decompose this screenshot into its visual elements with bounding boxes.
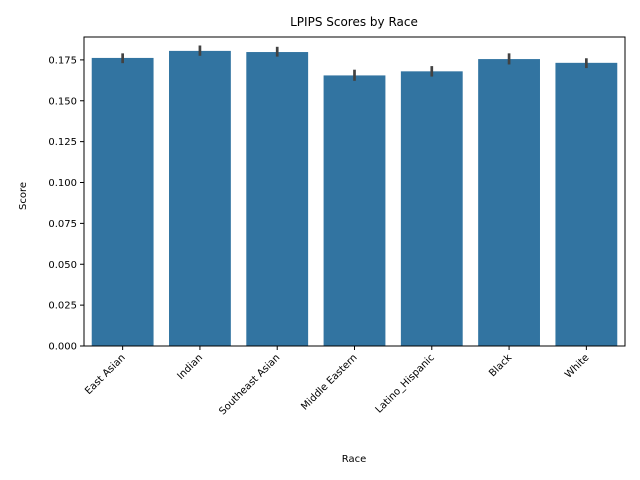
x-tick-label: East Asian — [83, 352, 128, 397]
bar-east-asian — [91, 57, 154, 347]
bar-middle-eastern — [323, 75, 386, 347]
bars-layer — [91, 50, 618, 347]
y-tick-label: 0.150 — [48, 96, 77, 107]
bar-indian — [169, 50, 231, 347]
x-tick-label: Indian — [175, 352, 205, 382]
x-tick-label: Latino_Hispanic — [374, 352, 437, 415]
y-tick-label: 0.100 — [48, 178, 77, 189]
y-tick-label: 0.025 — [48, 301, 77, 312]
bar-white — [555, 62, 618, 346]
x-tick-label: Black — [487, 352, 514, 379]
bar-southeast-asian — [246, 52, 309, 347]
x-tick-label: White — [563, 352, 591, 380]
x-tick-label: Middle Eastern — [299, 352, 359, 412]
x-tick-label: Southeast Asian — [217, 352, 282, 417]
bar-latino-hispanic — [400, 71, 463, 346]
y-axis-label: Score — [18, 182, 29, 210]
y-tick-label: 0.000 — [48, 342, 77, 353]
error-bars-layer — [121, 45, 588, 81]
x-axis: East Asian Indian Southeast Asian Middle Ea… — [83, 346, 591, 417]
y-tick-label: 0.075 — [48, 219, 77, 230]
plot-frame — [83, 36, 626, 347]
y-tick-label: 0.050 — [48, 260, 77, 271]
chart-title: LPIPS Scores by Race — [290, 15, 418, 29]
x-axis-label: Race — [342, 454, 367, 465]
bar-black — [478, 59, 540, 346]
y-tick-label: 0.175 — [48, 55, 77, 66]
y-axis: 0.000 0.025 0.050 0.075 0.100 0.125 0.150 0.175 — [48, 55, 84, 353]
y-tick-label: 0.125 — [48, 137, 77, 148]
